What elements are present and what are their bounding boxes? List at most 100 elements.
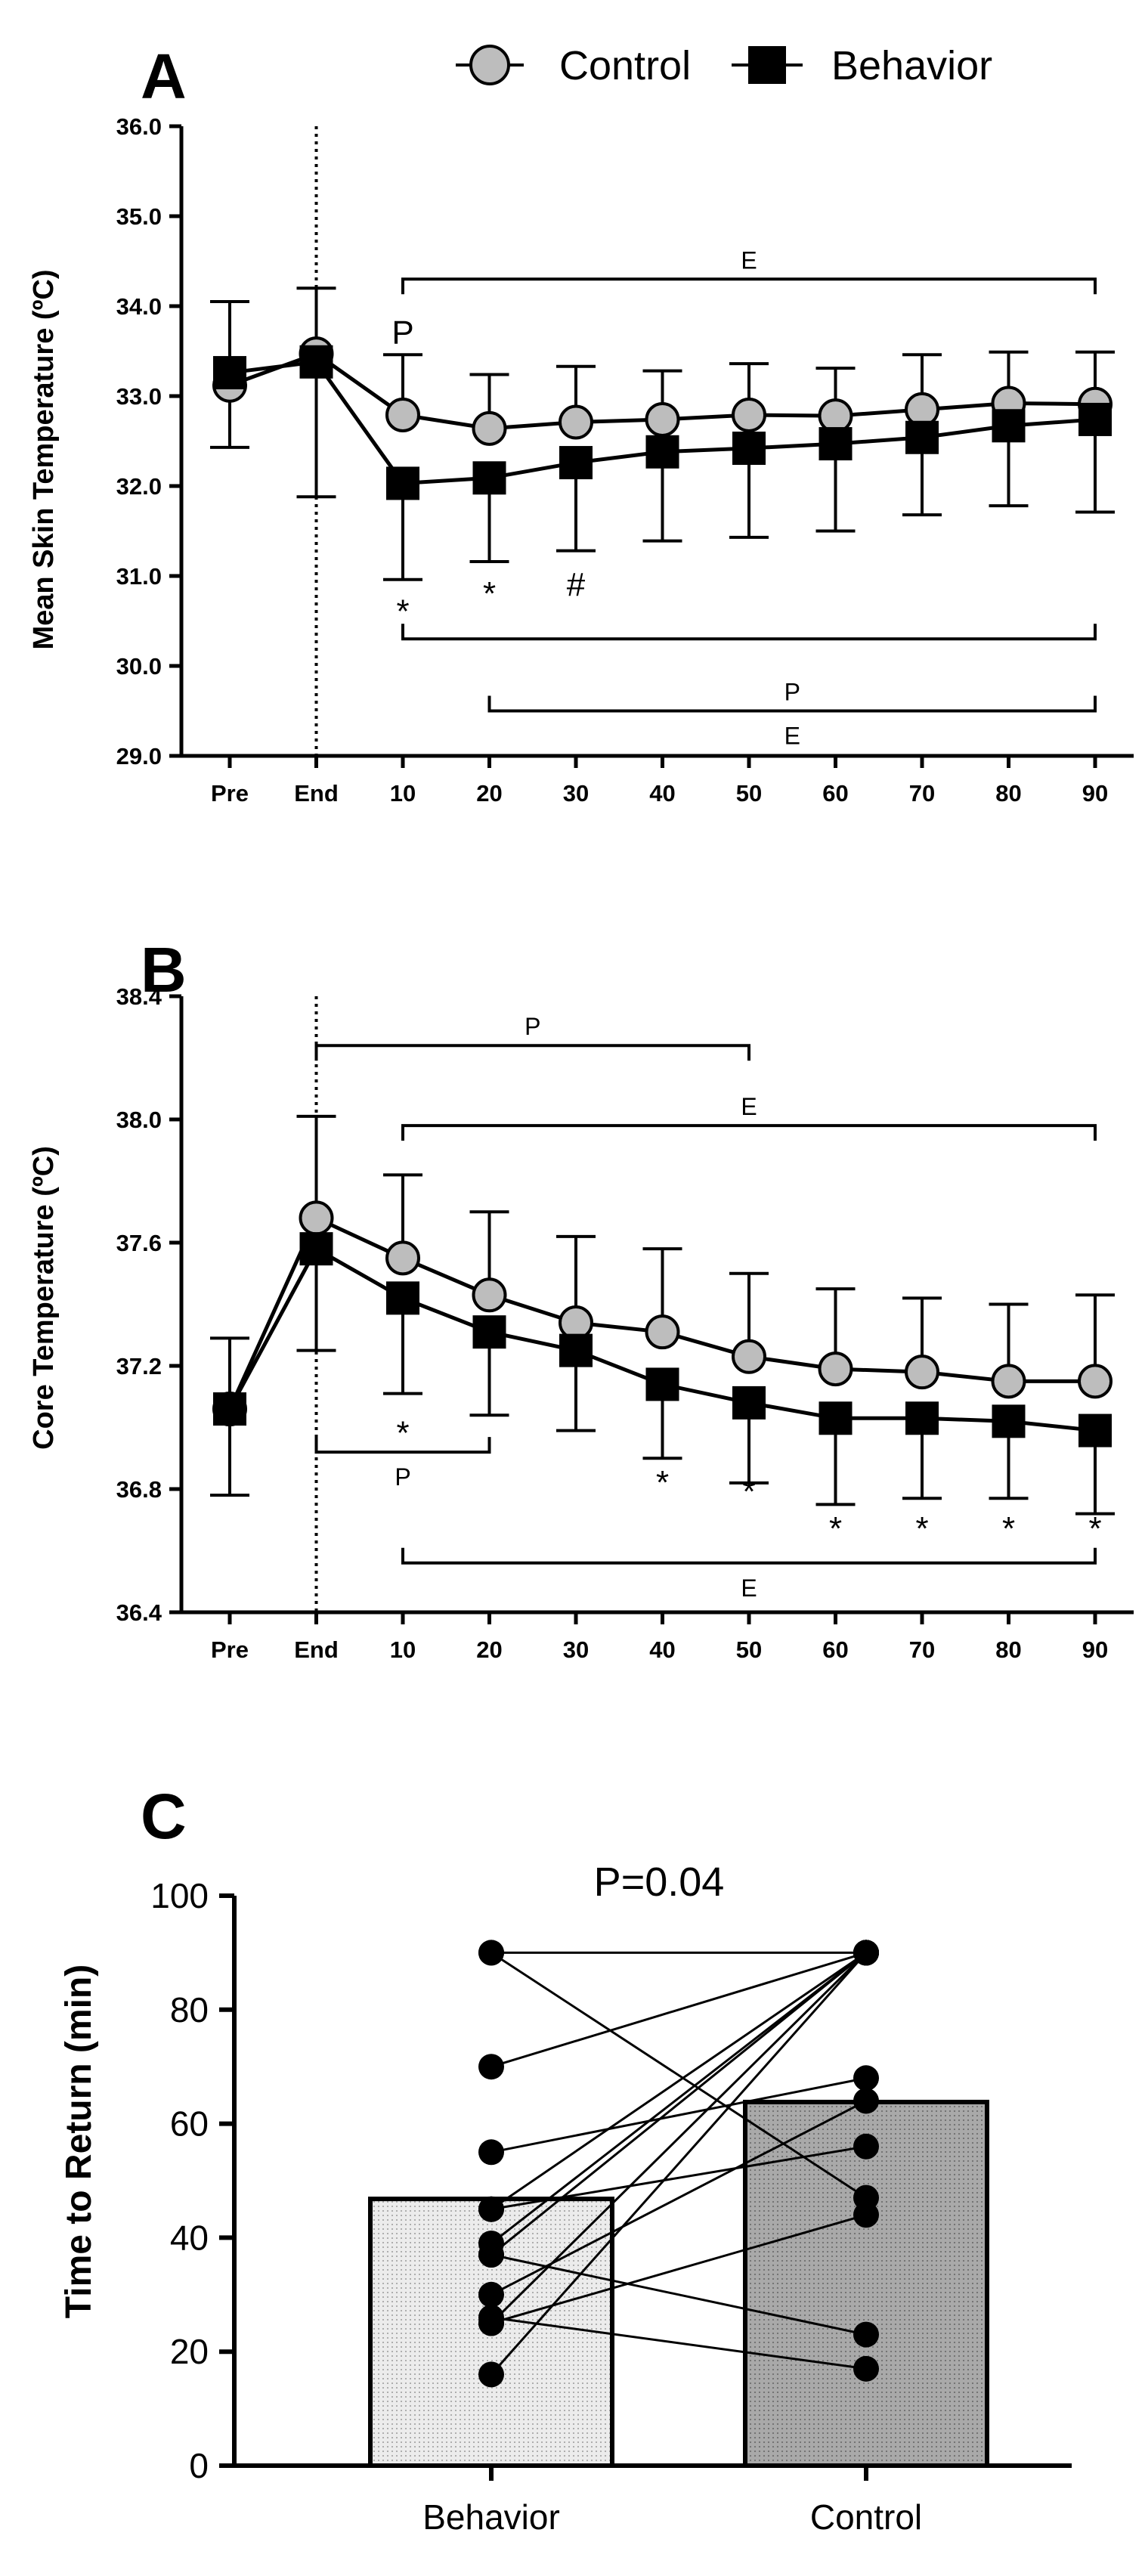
- panel-c-pair-line: [490, 1952, 868, 2324]
- panel-a-behavior-point: [213, 356, 246, 390]
- panel-b-bracket: [401, 1547, 1097, 1565]
- panel-b-x-tick-label: 40: [649, 1636, 675, 1663]
- panel-a-behavior-point: [299, 345, 333, 379]
- panel-b-x-tick-label: 80: [995, 1636, 1021, 1663]
- panel-a-behavior-point: [732, 432, 766, 466]
- panel-b-control-point: [299, 1200, 334, 1236]
- panel-c-behavior-point: [478, 2361, 504, 2388]
- panel-a-bracket-label: E: [784, 723, 800, 750]
- panel-b-bracket: [314, 1044, 750, 1061]
- panel-b-control-point: [1078, 1364, 1113, 1399]
- legend-control-marker: [469, 45, 510, 85]
- panel-b-x-tick-label: 20: [476, 1636, 502, 1663]
- panel-a-control-point: [818, 398, 853, 434]
- panel-a-bracket: [401, 624, 1097, 641]
- panel-a-y-tick-label: 36.0: [116, 113, 162, 140]
- panel-c: C Time to Return (min) P=0.04 0 20 40 60 80 1…: [59, 1781, 1072, 2537]
- panel-a-x-tick-label: 40: [649, 780, 675, 807]
- panel-c-control-point: [853, 2355, 879, 2382]
- panel-c-y-axis-label: Time to Return (min): [59, 1965, 99, 2318]
- legend-control-label: Control: [559, 43, 691, 88]
- panel-c-behavior-point: [478, 2054, 504, 2080]
- legend-behavior-label: Behavior: [831, 43, 992, 88]
- panel-a-control-point: [559, 404, 593, 440]
- panel-a-x-tick-label: 20: [476, 780, 502, 807]
- panel-b-x-tick-label: 10: [390, 1636, 416, 1663]
- panel-c-y-tick-label: 60: [170, 2104, 209, 2144]
- panel-c-control-point: [853, 2321, 879, 2348]
- panel-b-behavior-point: [559, 1333, 593, 1367]
- panel-c-behavior-point: [478, 2304, 504, 2330]
- panel-c-pair-line: [490, 1952, 868, 2376]
- panel-c-x-tick-label: Control: [810, 2497, 922, 2537]
- panel-a-x-tick-label: 80: [995, 780, 1021, 807]
- panel-b-bracket-label: P: [395, 1463, 410, 1491]
- panel-c-letter: C: [141, 1781, 187, 1852]
- panel-a-x-tick-label: Pre: [211, 780, 249, 807]
- panel-a-bracket-label: P: [784, 679, 800, 706]
- panel-c-y-tick-label: 80: [170, 1990, 209, 2030]
- panel-c-behavior-point: [478, 2242, 504, 2268]
- panel-b-behavior-point: [819, 1401, 853, 1435]
- panel-b-x-tick-label: Pre: [211, 1636, 249, 1663]
- panel-a-y-tick-label: 35.0: [116, 203, 162, 230]
- panel-a-significance-marker: #: [567, 566, 586, 603]
- panel-c-p-value: P=0.04: [594, 1859, 725, 1905]
- panel-c-pair-line: [490, 2076, 867, 2153]
- panel-c-control-point: [853, 2088, 879, 2114]
- panel-a-bracket: [401, 277, 1097, 295]
- panel-b-significance-marker: *: [1002, 1510, 1015, 1547]
- panel-a-y-tick-label: 30.0: [116, 653, 162, 680]
- panel-a-control-point: [645, 401, 680, 437]
- panel-c-y-tick-label: 0: [189, 2446, 209, 2485]
- legend-behavior-marker: [748, 46, 786, 84]
- panel-a-x-tick-label: 50: [736, 780, 762, 807]
- panel-c-behavior-point: [478, 2139, 504, 2166]
- panel-a-significance-marker: *: [483, 575, 496, 612]
- panel-b: B Core Temperature (ºC) 36.4 36.8 37.2 37.6…: [28, 934, 1134, 1663]
- panel-b-y-tick-label: 38.0: [116, 1107, 162, 1133]
- panel-b-behavior-point: [213, 1392, 246, 1426]
- panel-a: A Mean Skin Temperature (ºC) 29.0 30.0 31.…: [28, 41, 1134, 807]
- panel-a-behavior-point: [1078, 402, 1112, 436]
- panel-a-significance-marker: *: [396, 593, 409, 630]
- panel-b-x-tick-label: 70: [909, 1636, 935, 1663]
- panel-b-control-point: [732, 1339, 766, 1374]
- panel-b-x-tick-label: 90: [1082, 1636, 1108, 1663]
- panel-b-y-tick-label: 37.2: [116, 1353, 162, 1379]
- panel-a-x-tick-label: 70: [909, 780, 935, 807]
- panel-a-behavior-point: [905, 420, 939, 454]
- legend: Control Behavior: [456, 43, 992, 88]
- panel-a-significance-marker: P: [391, 314, 413, 351]
- panel-b-significance-marker: *: [1088, 1510, 1101, 1547]
- panel-b-bracket: [401, 1124, 1097, 1141]
- panel-c-y-tick-label: 40: [170, 2218, 209, 2257]
- panel-c-pair-line: [490, 2145, 867, 2211]
- panel-c-plot: 0 20 40 60 80 100 Behavior Control: [150, 1876, 1072, 2537]
- panel-b-y-tick-label: 38.4: [116, 983, 162, 1010]
- panel-a-letter: A: [141, 41, 187, 112]
- panel-a-y-axis-label: Mean Skin Temperature (ºC): [28, 269, 60, 649]
- legend-item-behavior: Behavior: [732, 43, 992, 88]
- panel-b-control-point: [991, 1364, 1026, 1399]
- panel-b-behavior-point: [1078, 1413, 1112, 1447]
- panel-c-pair-line: [490, 2316, 867, 2370]
- panel-b-behavior-point: [905, 1401, 939, 1435]
- panel-a-behavior-point: [472, 461, 506, 495]
- panel-a-behavior-point: [559, 446, 593, 480]
- panel-a-x-tick-label: 10: [390, 780, 416, 807]
- panel-a-behavior-point: [645, 435, 679, 469]
- panel-b-x-tick-label: 50: [736, 1636, 762, 1663]
- panel-a-x-tick-label: 90: [1082, 780, 1108, 807]
- panel-a-control-point: [385, 397, 420, 432]
- panel-a-bracket: [487, 695, 1097, 713]
- panel-b-control-point: [905, 1355, 939, 1390]
- panel-a-x-tick-label: 30: [563, 780, 589, 807]
- panel-c-control-point: [853, 2065, 879, 2091]
- panel-b-behavior-point: [732, 1386, 766, 1420]
- panel-a-y-tick-label: 32.0: [116, 473, 162, 500]
- panel-b-letter: B: [141, 934, 187, 1005]
- panel-b-bracket-label: E: [741, 1093, 757, 1120]
- panel-b-significance-marker: *: [396, 1415, 409, 1452]
